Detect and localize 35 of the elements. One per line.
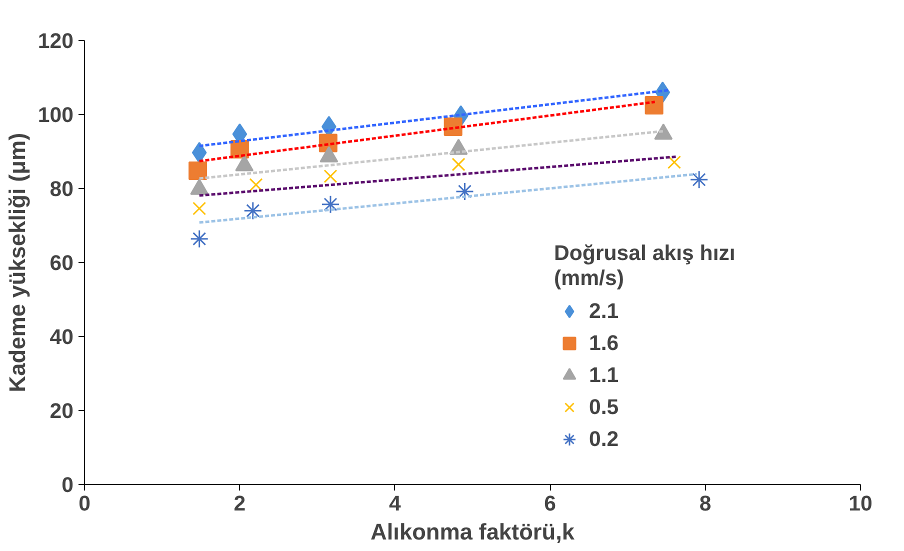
y-tick-label: 120	[38, 29, 74, 53]
x-tick-label: 10	[848, 492, 872, 516]
legend-label: 1.6	[589, 330, 619, 356]
point	[452, 158, 466, 172]
x-tick-label: 6	[544, 492, 556, 516]
point	[244, 201, 262, 220]
legend-label: 0.5	[589, 394, 619, 420]
legend-label: 1.1	[589, 362, 619, 388]
point	[188, 161, 208, 180]
y-tick-label: 100	[38, 103, 74, 127]
point	[444, 117, 462, 136]
point	[324, 170, 338, 184]
x-tick-label: 0	[78, 492, 90, 516]
x-tick-label: 8	[699, 492, 712, 516]
point	[321, 195, 340, 214]
y-tick-label: 40	[50, 325, 74, 349]
point	[192, 142, 207, 164]
y-tick-label: 20	[50, 399, 74, 423]
legend-label: 0.2	[589, 426, 619, 452]
point	[192, 202, 206, 216]
point	[455, 182, 474, 201]
x-tick-label: 4	[388, 492, 401, 516]
x-tick-label: 2	[234, 492, 246, 516]
legend-title: Doğrusal akış hızı (mm/s)	[554, 241, 736, 291]
y-axis-title: Kademe yüksekliği (μm)	[4, 132, 30, 392]
point	[668, 155, 682, 169]
y-tick-label: 0	[62, 473, 74, 497]
point	[690, 170, 708, 189]
point	[190, 230, 209, 248]
x-axis-title: Alıkonma faktörü,k	[370, 518, 575, 544]
y-tick-label: 60	[50, 251, 74, 275]
y-tick-label: 80	[50, 177, 74, 201]
legend-label: 2.1	[589, 298, 619, 324]
point	[249, 178, 263, 192]
point	[644, 96, 664, 114]
